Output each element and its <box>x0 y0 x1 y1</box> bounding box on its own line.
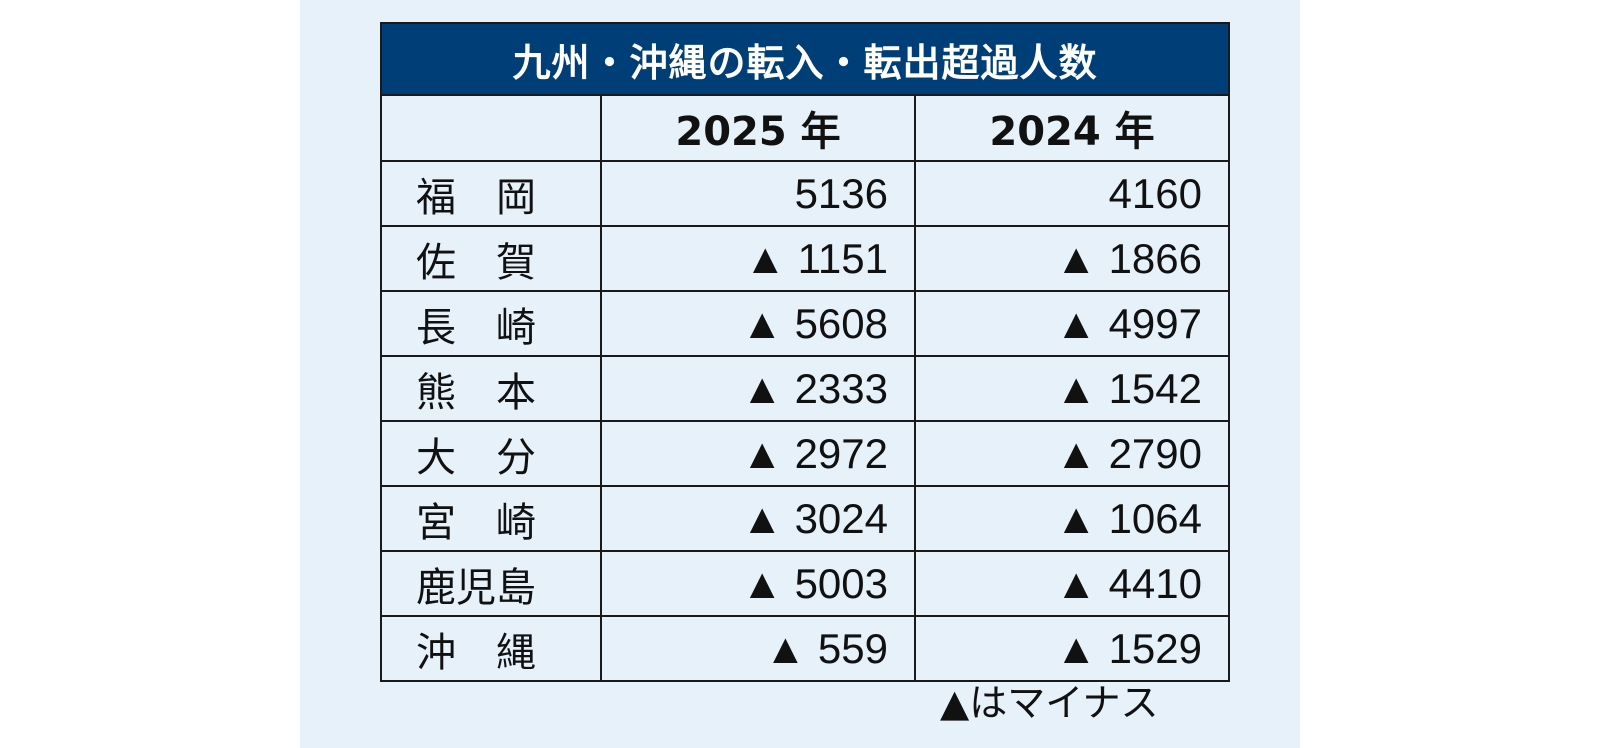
table-row: 佐 賀 ▲ 1151 ▲ 1866 <box>380 225 1230 292</box>
header-year-2025: 2025 年 <box>600 94 916 162</box>
prefecture-name: 鹿児島 <box>380 550 602 617</box>
table-row: 宮 崎 ▲ 3024 ▲ 1064 <box>380 485 1230 552</box>
prefecture-name: 長 崎 <box>380 290 602 357</box>
value-2025: ▲ 5003 <box>600 550 916 617</box>
value-2025: ▲ 559 <box>600 615 916 682</box>
header-year-2024: 2024 年 <box>914 94 1230 162</box>
table-row: 大 分 ▲ 2972 ▲ 2790 <box>380 420 1230 487</box>
table-row: 長 崎 ▲ 5608 ▲ 4997 <box>380 290 1230 357</box>
prefecture-name: 沖 縄 <box>380 615 602 682</box>
migration-table: 九州・沖縄の転入・転出超過人数 2025 年 2024 年 福 岡 5136 4… <box>380 22 1230 682</box>
header-empty-cell <box>380 94 602 162</box>
value-2024: 4160 <box>914 160 1230 227</box>
table-row: 熊 本 ▲ 2333 ▲ 1542 <box>380 355 1230 422</box>
value-2025: ▲ 2972 <box>600 420 916 487</box>
prefecture-name: 福 岡 <box>380 160 602 227</box>
table-row: 福 岡 5136 4160 <box>380 160 1230 227</box>
table-row: 鹿児島 ▲ 5003 ▲ 4410 <box>380 550 1230 617</box>
value-2024: ▲ 1529 <box>914 615 1230 682</box>
value-2025: ▲ 3024 <box>600 485 916 552</box>
minus-legend-note: ▲はマイナス <box>940 681 1159 725</box>
value-2024: ▲ 2790 <box>914 420 1230 487</box>
value-2025: 5136 <box>600 160 916 227</box>
value-2024: ▲ 1866 <box>914 225 1230 292</box>
value-2024: ▲ 4410 <box>914 550 1230 617</box>
prefecture-name: 佐 賀 <box>380 225 602 292</box>
value-2025: ▲ 1151 <box>600 225 916 292</box>
table-row: 沖 縄 ▲ 559 ▲ 1529 <box>380 615 1230 682</box>
prefecture-name: 熊 本 <box>380 355 602 422</box>
value-2024: ▲ 4997 <box>914 290 1230 357</box>
prefecture-name: 宮 崎 <box>380 485 602 552</box>
value-2024: ▲ 1542 <box>914 355 1230 422</box>
prefecture-name: 大 分 <box>380 420 602 487</box>
value-2024: ▲ 1064 <box>914 485 1230 552</box>
value-2025: ▲ 2333 <box>600 355 916 422</box>
table-title: 九州・沖縄の転入・転出超過人数 <box>380 22 1230 96</box>
value-2025: ▲ 5608 <box>600 290 916 357</box>
